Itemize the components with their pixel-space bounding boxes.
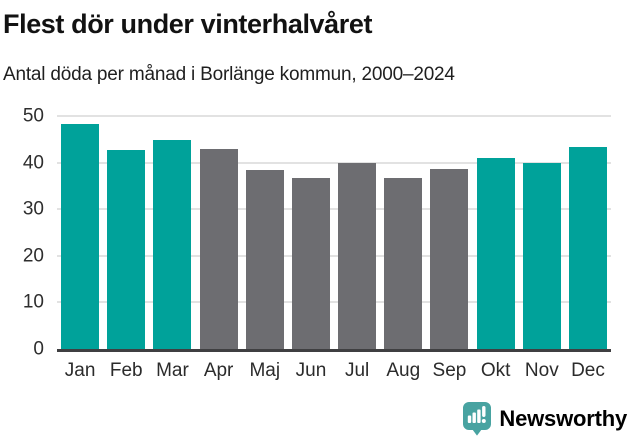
y-tick-label-50: 50 bbox=[22, 105, 44, 127]
x-tick-label-dec: Dec bbox=[571, 360, 605, 381]
bar-slot-okt bbox=[473, 116, 519, 349]
bar-slot-jun bbox=[288, 116, 334, 349]
bar-chart: 0 10 20 30 40 50 Jan Feb Mar Apr Maj Jun Jul Aug Sep O… bbox=[23, 107, 611, 382]
x-tick-label-jan: Jan bbox=[64, 360, 96, 381]
mini-bar-1 bbox=[468, 415, 472, 423]
x-tick-label-nov: Nov bbox=[524, 360, 559, 381]
y-tick-label-20: 20 bbox=[22, 245, 44, 267]
y-tick-label-0: 0 bbox=[33, 338, 44, 360]
x-tick-label-jul: Jul bbox=[344, 360, 370, 381]
bar-jul bbox=[338, 163, 377, 349]
bar-jun bbox=[291, 177, 330, 349]
bar-slot-maj bbox=[242, 116, 288, 349]
y-tick-label-30: 30 bbox=[22, 198, 44, 220]
plot-area: 0 10 20 30 40 50 bbox=[23, 107, 611, 359]
bar-slot-dec bbox=[565, 116, 611, 349]
bar-sep bbox=[430, 168, 469, 349]
x-tick-label-mar: Mar bbox=[156, 360, 189, 381]
bar-feb bbox=[107, 150, 146, 349]
newsworthy-logo-text: Newsworthy bbox=[499, 405, 627, 431]
bar-mar bbox=[153, 140, 192, 349]
gridline-50 bbox=[57, 115, 611, 117]
x-tick-label-maj: Maj bbox=[249, 360, 281, 381]
mini-bar-3 bbox=[477, 409, 482, 423]
chart-subtitle: Antal döda per månad i Borlänge kommun, … bbox=[3, 64, 455, 85]
bar-jan bbox=[61, 124, 100, 349]
x-tick-label-feb: Feb bbox=[109, 360, 143, 381]
newsworthy-brand-link[interactable]: Newsworthy bbox=[462, 401, 627, 436]
speech-bubble-shape bbox=[463, 402, 492, 436]
gridline-10 bbox=[57, 301, 611, 304]
bar-slot-feb bbox=[103, 116, 149, 349]
gridline-30 bbox=[57, 208, 611, 211]
bar-slot-jan bbox=[57, 116, 103, 349]
bar-apr bbox=[199, 148, 238, 349]
bar-okt bbox=[476, 157, 515, 349]
bar-aug bbox=[384, 177, 423, 349]
mini-bar-2 bbox=[472, 412, 477, 423]
newsworthy-logo-icon bbox=[463, 402, 492, 436]
x-axis-labels: Jan Feb Mar Apr Maj Jun Jul Aug Sep Okt Nov Dec bbox=[57, 360, 611, 382]
bar-slot-jul bbox=[334, 116, 380, 349]
y-tick-label-40: 40 bbox=[22, 152, 44, 174]
exclamation-dot bbox=[482, 419, 487, 423]
bar-slot-mar bbox=[149, 116, 195, 349]
gridline-20 bbox=[57, 254, 611, 257]
x-tick-label-okt: Okt bbox=[480, 360, 511, 381]
bar-maj bbox=[245, 170, 284, 349]
exclamation-stem bbox=[482, 406, 486, 417]
bar-slot-nov bbox=[519, 116, 565, 349]
x-tick-label-apr: Apr bbox=[203, 360, 234, 381]
x-tick-label-sep: Sep bbox=[432, 360, 467, 381]
chart-title: Flest dör under vinterhalvåret bbox=[3, 9, 373, 39]
y-tick-label-10: 10 bbox=[22, 291, 44, 313]
gridline-40 bbox=[57, 161, 611, 164]
bar-slot-apr bbox=[196, 116, 242, 349]
x-tick-label-jun: Jun bbox=[295, 360, 327, 381]
bar-nov bbox=[522, 163, 561, 349]
bar-slot-sep bbox=[426, 116, 472, 349]
bar-slot-aug bbox=[380, 116, 426, 349]
x-tick-label-aug: Aug bbox=[386, 360, 421, 381]
bar-dec bbox=[568, 146, 607, 349]
bars-row bbox=[57, 116, 611, 349]
